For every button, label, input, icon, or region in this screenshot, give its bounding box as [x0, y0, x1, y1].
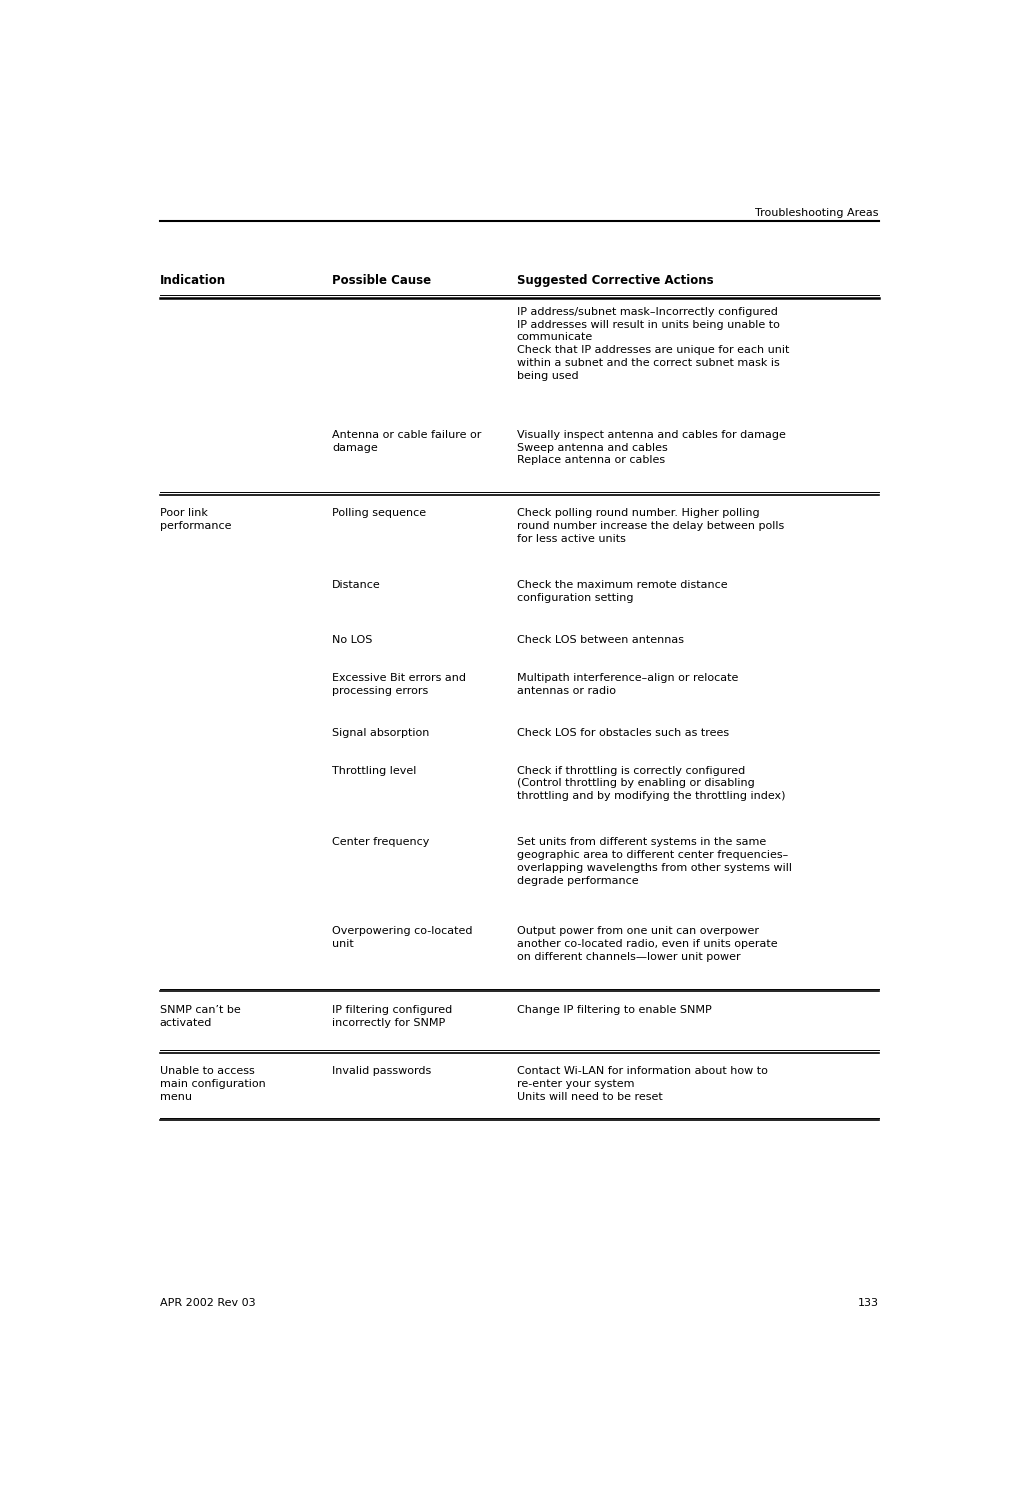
Text: Set units from different systems in the same
geographic area to different center: Set units from different systems in the … [517, 838, 792, 886]
Text: Check LOS for obstacles such as trees: Check LOS for obstacles such as trees [517, 727, 729, 738]
Text: Check polling round number. Higher polling
round number increase the delay betwe: Check polling round number. Higher polli… [517, 509, 784, 545]
Text: Output power from one unit can overpower
another co-located radio, even if units: Output power from one unit can overpower… [517, 926, 777, 962]
Text: 133: 133 [858, 1299, 878, 1309]
Text: Check the maximum remote distance
configuration setting: Check the maximum remote distance config… [517, 580, 727, 603]
Text: Contact Wi-LAN for information about how to
re-enter your system
Units will need: Contact Wi-LAN for information about how… [517, 1067, 768, 1103]
Text: Troubleshooting Areas: Troubleshooting Areas [756, 208, 878, 218]
Text: SNMP can’t be
activated: SNMP can’t be activated [160, 1005, 240, 1028]
Text: Change IP filtering to enable SNMP: Change IP filtering to enable SNMP [517, 1005, 711, 1014]
Text: Multipath interference–align or relocate
antennas or radio: Multipath interference–align or relocate… [517, 673, 738, 696]
Text: Indication: Indication [160, 274, 226, 287]
Text: Excessive Bit errors and
processing errors: Excessive Bit errors and processing erro… [332, 673, 466, 696]
Text: IP filtering configured
incorrectly for SNMP: IP filtering configured incorrectly for … [332, 1005, 453, 1028]
Text: Signal absorption: Signal absorption [332, 727, 430, 738]
Text: Throttling level: Throttling level [332, 766, 416, 775]
Text: No LOS: No LOS [332, 636, 373, 645]
Text: Distance: Distance [332, 580, 381, 591]
Text: Check LOS between antennas: Check LOS between antennas [517, 636, 684, 645]
Text: IP address/subnet mask–Incorrectly configured
IP addresses will result in units : IP address/subnet mask–Incorrectly confi… [517, 307, 789, 381]
Text: Suggested Corrective Actions: Suggested Corrective Actions [517, 274, 713, 287]
Text: Antenna or cable failure or
damage: Antenna or cable failure or damage [332, 429, 482, 453]
Text: Invalid passwords: Invalid passwords [332, 1067, 432, 1077]
Text: Poor link
performance: Poor link performance [160, 509, 231, 531]
Text: Center frequency: Center frequency [332, 838, 430, 847]
Text: APR 2002 Rev 03: APR 2002 Rev 03 [160, 1299, 255, 1309]
Text: Visually inspect antenna and cables for damage
Sweep antenna and cables
Replace : Visually inspect antenna and cables for … [517, 429, 786, 465]
Text: Polling sequence: Polling sequence [332, 509, 426, 519]
Text: Overpowering co-located
unit: Overpowering co-located unit [332, 926, 473, 948]
Text: Unable to access
main configuration
menu: Unable to access main configuration menu [160, 1067, 265, 1103]
Text: Possible Cause: Possible Cause [332, 274, 432, 287]
Text: Check if throttling is correctly configured
(Control throttling by enabling or d: Check if throttling is correctly configu… [517, 766, 785, 800]
